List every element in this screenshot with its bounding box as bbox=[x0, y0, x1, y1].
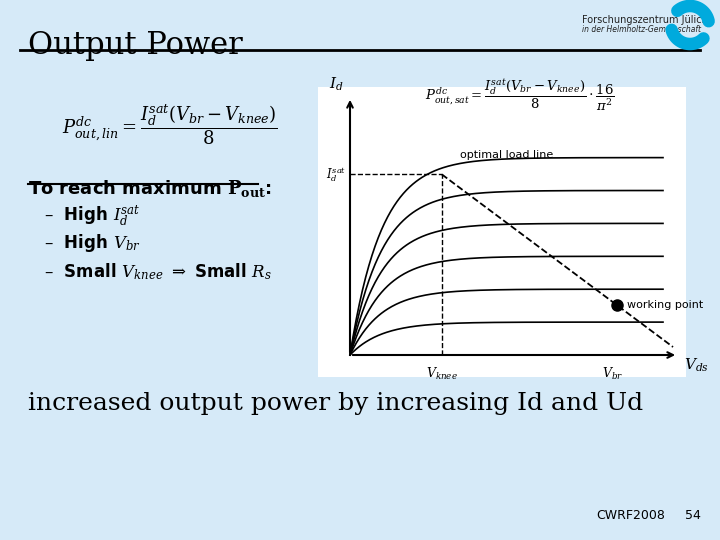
Text: Output Power: Output Power bbox=[28, 30, 243, 61]
Text: –  Small $V_{knee}$ $\Rightarrow$ Small $R_s$: – Small $V_{knee}$ $\Rightarrow$ Small $… bbox=[44, 261, 272, 282]
Text: 54: 54 bbox=[685, 509, 701, 522]
Bar bbox=[318, 87, 686, 377]
Text: $V_{knee}$: $V_{knee}$ bbox=[426, 366, 458, 382]
Text: $V_{ds}$: $V_{ds}$ bbox=[684, 356, 709, 374]
Text: working point: working point bbox=[627, 300, 703, 310]
Text: $P^{dc}_{out,lin} = \dfrac{I_d^{sat}(V_{br} - V_{knee})}{8}$: $P^{dc}_{out,lin} = \dfrac{I_d^{sat}(V_{… bbox=[62, 103, 278, 147]
Text: optimal load line: optimal load line bbox=[460, 151, 553, 160]
Text: $P^{dc}_{out,sat} = \dfrac{I_d^{sat}(V_{br} - V_{knee})}{8} \cdot \dfrac{16}{\pi: $P^{dc}_{out,sat} = \dfrac{I_d^{sat}(V_{… bbox=[426, 78, 615, 113]
Text: $I_d$: $I_d$ bbox=[329, 76, 343, 93]
Text: To reach maximum $\mathbf{P_{out}}$:: To reach maximum $\mathbf{P_{out}}$: bbox=[28, 178, 272, 199]
Text: CWRF2008: CWRF2008 bbox=[596, 509, 665, 522]
Text: $I_d^{sat}$: $I_d^{sat}$ bbox=[326, 165, 346, 184]
Text: $V_{br}$: $V_{br}$ bbox=[602, 366, 623, 382]
Text: –  High $V_{br}$: – High $V_{br}$ bbox=[44, 232, 140, 254]
Text: increased output power by increasing Id and Ud: increased output power by increasing Id … bbox=[28, 392, 643, 415]
Text: Forschungszentrum Jülich: Forschungszentrum Jülich bbox=[582, 15, 708, 25]
Text: in der Helmholtz-Gemeinschaft: in der Helmholtz-Gemeinschaft bbox=[582, 25, 701, 34]
Text: –  High $I_d^{sat}$: – High $I_d^{sat}$ bbox=[44, 203, 140, 228]
